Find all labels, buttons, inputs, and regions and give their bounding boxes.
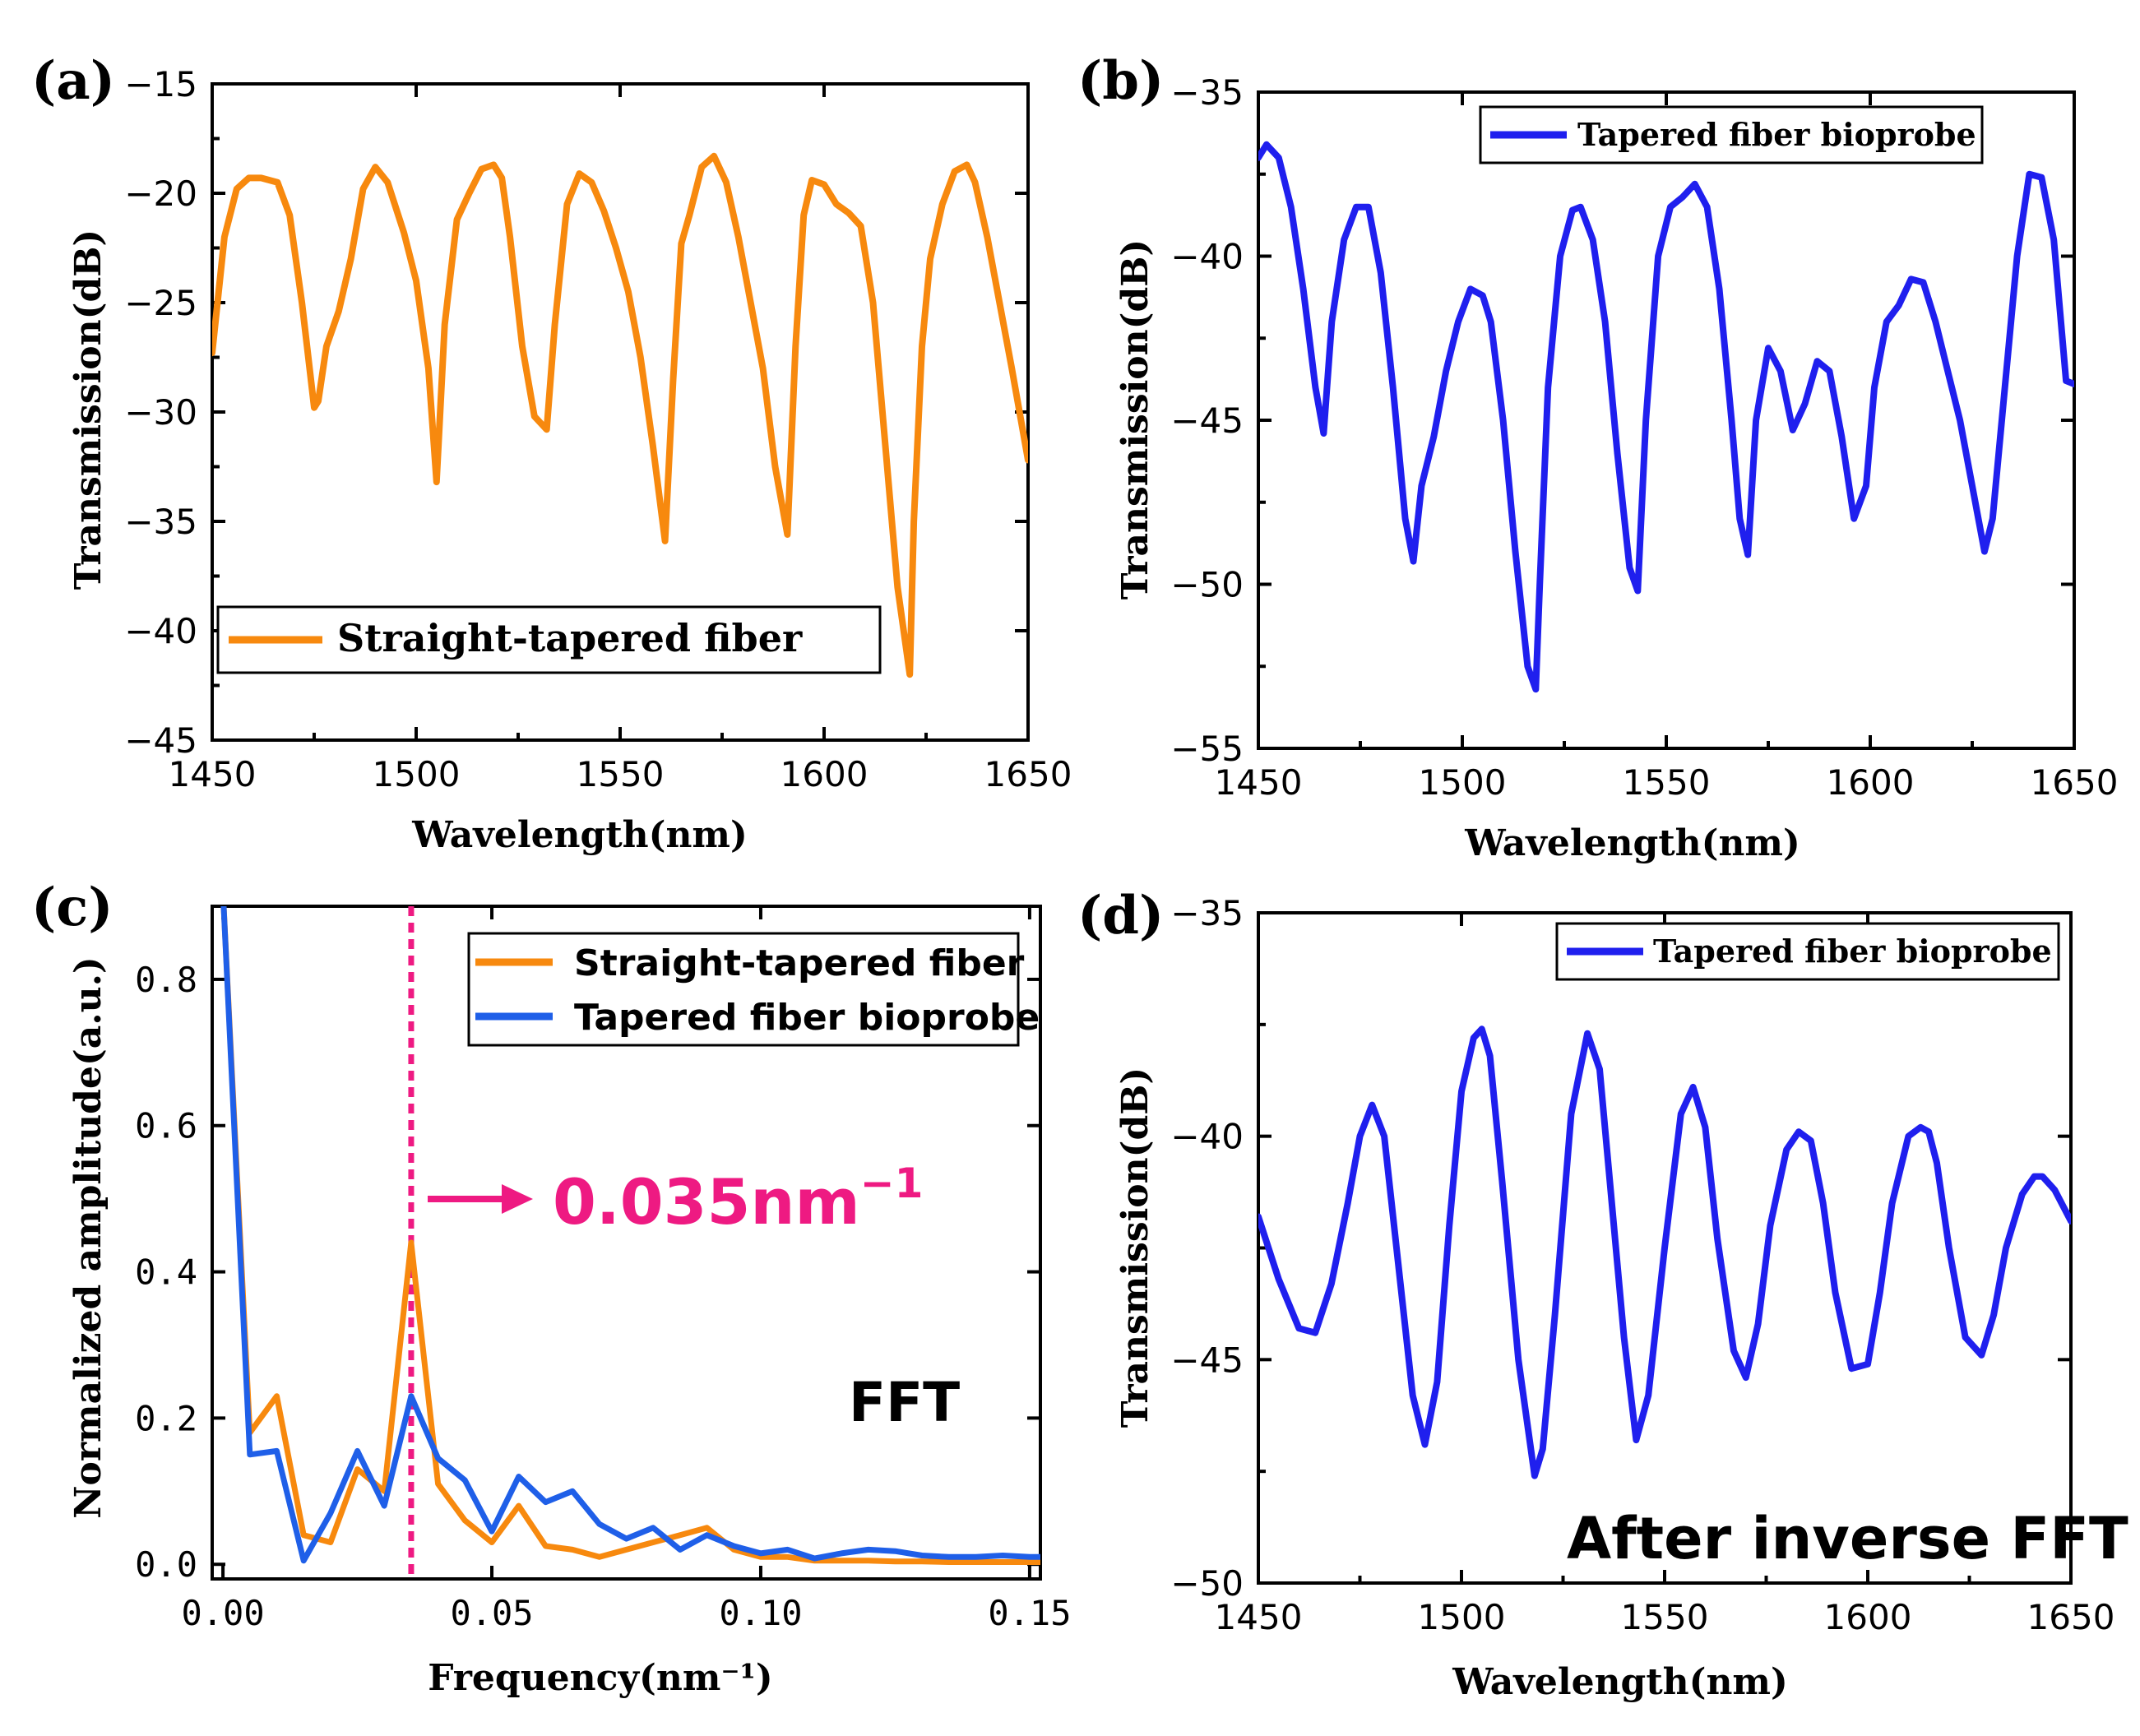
panel-b-frame: [1257, 90, 2076, 750]
panel-a-ytick-label: −20: [124, 174, 197, 214]
panel-a-label: (a): [31, 50, 115, 112]
panel-a-ytick-label: −25: [124, 283, 197, 323]
panel-c: (c) 0.00 0.05 0.10 0.15 0.0 0.2 0.4 0.6 0.8 Freq…: [31, 877, 1072, 1699]
panel-c-xtick-label: 0.00: [181, 1593, 264, 1633]
panel-a-ytick-label: −45: [124, 720, 197, 761]
panel-b-legend: Tapered fiber bioprobe: [1479, 105, 1984, 164]
panel-a-series-1: [212, 152, 1028, 678]
panel-a-xtick-label: 1650: [984, 754, 1072, 794]
panel-c-fft-text: FFT: [849, 1371, 960, 1434]
panel-c-legend-box: [467, 932, 1020, 1047]
panel-d-ytick-label: −50: [1170, 1563, 1244, 1604]
panel-a-legend-box: [216, 605, 882, 674]
panel-d-plot: 1450 1500 1550 1600 1650 −35 −40 −45 −50: [1170, 893, 2115, 1637]
panel-c-label: (c): [31, 877, 113, 938]
panel-c-legend: Straight-tapered fiber Tapered fiber bio…: [467, 932, 1040, 1047]
panel-c-ytick-label: 0.4: [135, 1252, 197, 1293]
panel-c-xtick-label: 0.15: [988, 1593, 1071, 1633]
panel-a-ylabel: Transmission(dB): [67, 229, 109, 590]
panel-a-ytick-label: −40: [124, 611, 197, 651]
panel-b-label: (b): [1077, 50, 1164, 112]
panel-d-label: (d): [1077, 885, 1164, 947]
panel-b-legend-label: Tapered fiber bioprobe: [1577, 116, 1976, 153]
panel-a-ytick-label: −30: [124, 392, 197, 433]
panel-c-peak-text: 0.035nm−1: [553, 1160, 923, 1238]
panel-d-ytick-label: −35: [1170, 893, 1244, 933]
panel-b-xtick-label: 1600: [1827, 762, 1915, 803]
panel-a-xtick-label: 1550: [577, 754, 665, 794]
panel-c-ytick-label: 0.2: [135, 1398, 197, 1438]
panel-b-ytick-label: −50: [1170, 565, 1244, 605]
panel-b-plot: 1450 1500 1550 1600 1650 −35 −40 −45 −50 −55: [1170, 72, 2118, 803]
panel-d-series-1: [1258, 1025, 2071, 1479]
panel-d-xtick-label: 1500: [1418, 1597, 1506, 1637]
panel-c-plot: 0.00 0.05 0.10 0.15 0.0 0.2 0.4 0.6 0.8: [135, 905, 1072, 1633]
panel-a-xtick-label: 1450: [169, 754, 257, 794]
panel-d-ytick-label: −45: [1170, 1340, 1244, 1380]
panel-c-ylabel: Normalized amplitude(a.u.): [67, 956, 109, 1518]
panel-a-plot: 1450 1500 1550 1600 1650 −15 −20 −25 −30 −35 −40 −4…: [124, 64, 1072, 794]
panel-a-ytick-label: −15: [124, 64, 197, 104]
panel-c-xlabel: Frequency(nm⁻¹): [428, 1657, 772, 1699]
panel-b-xtick-label: 1550: [1623, 762, 1711, 803]
panel-d-xtick-label: 1550: [1621, 1597, 1709, 1637]
panel-c-arrow-head: [502, 1184, 533, 1214]
panel-c-ytick-label: 0.6: [135, 1106, 197, 1146]
panel-b-xlabel: Wavelength(nm): [1464, 822, 1800, 864]
panel-d-ylabel: Transmission(dB): [1114, 1067, 1156, 1428]
panel-d-after-ifft-text: After inverse FFT: [1567, 1505, 2128, 1572]
panel-b-xtick-label: 1500: [1419, 762, 1507, 803]
panel-d-xtick-label: 1600: [1824, 1597, 1912, 1637]
panel-b: (b) 1450 1500 1550 1600 1650−35−40−45−50−55 …: [1077, 50, 2118, 864]
panel-c-ytick-label: 0.0: [135, 1544, 197, 1585]
panel-a-xtick-label: 1600: [780, 754, 869, 794]
panel-b-ytick-label: −40: [1170, 237, 1244, 277]
panel-a-legend: Straight-tapered fiber: [216, 605, 882, 674]
panel-d-ytick-label: −40: [1170, 1117, 1244, 1157]
panel-c-peak-superscript: −1: [860, 1160, 924, 1207]
panel-b-ytick-label: −45: [1170, 400, 1244, 441]
panel-c-xtick-label: 0.05: [450, 1593, 533, 1633]
panel-d-legend: Tapered fiber bioprobe: [1555, 922, 2060, 981]
panel-c-peak-value: 0.035nm: [553, 1165, 860, 1238]
panel-b-xtick-label: 1650: [2031, 762, 2119, 803]
panel-c-series-1: [220, 906, 1040, 1565]
panel-b-ytick-label: −55: [1170, 729, 1244, 769]
panel-b-ylabel: Transmission(dB): [1114, 239, 1156, 599]
panel-a-xtick-label: 1500: [373, 754, 461, 794]
panel-a-ytick-label: −35: [124, 502, 197, 542]
panel-a: (a) 1450 1500 1550 1600 1650 −15 −20 −25 −30 −35 −…: [31, 50, 1072, 856]
panel-c-frame: [211, 905, 1042, 1581]
panel-c-legend-label-1: Straight-tapered fiber: [574, 942, 1025, 984]
panel-c-annotation: 0.035nm−1 FFT: [428, 1160, 960, 1434]
panel-c-legend-label-2: Tapered fiber bioprobe: [574, 997, 1040, 1039]
panel-d-xtick-label: 1450: [1215, 1597, 1303, 1637]
panel-d-legend-label: Tapered fiber bioprobe: [1653, 933, 2052, 970]
panel-c-series-2: [220, 906, 1040, 1564]
panel-d-xlabel: Wavelength(nm): [1452, 1661, 1788, 1703]
panel-b-series-1: [1258, 141, 2074, 693]
panel-b-ytick-label: −35: [1170, 72, 1244, 113]
panel-d-xtick-label: 1650: [2027, 1597, 2115, 1637]
panel-c-xtick-label: 0.10: [719, 1593, 802, 1633]
panel-b-xtick-label: 1450: [1215, 762, 1303, 803]
panel-c-ytick-label: 0.8: [135, 960, 197, 1000]
panel-a-legend-label: Straight-tapered fiber: [337, 616, 803, 660]
panel-a-xlabel: Wavelength(nm): [411, 814, 748, 856]
panel-d: (d) 1450 1500 1550 1600 1650 −35 −40 −45 −50 Wav…: [1077, 885, 2128, 1703]
